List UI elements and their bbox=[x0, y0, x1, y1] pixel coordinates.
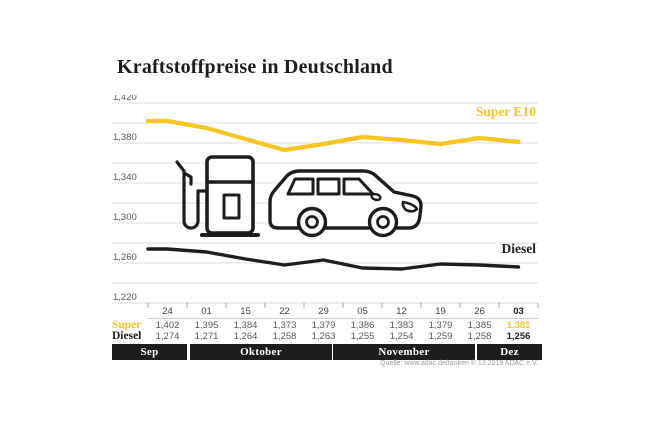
car-rear-hub bbox=[305, 215, 319, 229]
date-cell: 22 bbox=[279, 306, 290, 317]
price-cell: 1,385 bbox=[467, 320, 492, 331]
month-bars: Sep Oktober November Dez bbox=[112, 344, 542, 360]
price-cell: 1,384 bbox=[233, 320, 258, 331]
date-cell: 03 bbox=[513, 306, 524, 317]
price-cell: 1,379 bbox=[428, 320, 453, 331]
price-cell: 1,264 bbox=[233, 331, 258, 342]
series-layer bbox=[145, 118, 521, 271]
y-axis-label: 1,340 bbox=[113, 172, 137, 183]
y-axis-label: 1,300 bbox=[113, 212, 137, 223]
month-bar-oktober: Oktober bbox=[190, 344, 332, 360]
pump-display bbox=[222, 193, 241, 220]
diesel-row-label: Diesel bbox=[112, 330, 142, 342]
price-cell: 1,258 bbox=[272, 331, 297, 342]
price-cell: 1,381 bbox=[506, 320, 531, 331]
diesel-row: Diesel 1,274 1,271 1,264 1,258 1,263 1,255 1,25… bbox=[112, 330, 538, 342]
price-cell: 1,379 bbox=[311, 320, 336, 331]
table-divider bbox=[148, 318, 538, 319]
price-cell: 1,259 bbox=[428, 331, 453, 342]
car-headlight bbox=[401, 200, 419, 213]
price-cell: 1,383 bbox=[389, 320, 414, 331]
price-cell: 1,386 bbox=[350, 320, 375, 331]
price-cell: 1,395 bbox=[194, 320, 219, 331]
price-chart: 1,420 1,380 1,340 1,300 1,260 1,220 bbox=[112, 95, 539, 308]
super-e10-line-label: Super E10 bbox=[475, 104, 536, 119]
super-row-label: Super bbox=[112, 319, 142, 331]
price-cell: 1,254 bbox=[389, 331, 414, 342]
date-cell: 29 bbox=[318, 306, 329, 317]
super-e10-line bbox=[145, 118, 521, 153]
illustration bbox=[175, 155, 423, 238]
car-rear-window bbox=[286, 177, 315, 196]
date-cell: 12 bbox=[396, 306, 407, 317]
date-cell: 01 bbox=[201, 306, 212, 317]
car-icon bbox=[268, 169, 423, 238]
price-cell: 1,274 bbox=[155, 331, 180, 342]
month-bar-sep: Sep bbox=[112, 344, 187, 360]
month-bar-november: November bbox=[333, 344, 475, 360]
date-cell: 26 bbox=[474, 306, 485, 317]
pump-hose bbox=[182, 183, 209, 230]
y-axis-label: 1,380 bbox=[113, 132, 137, 143]
super-row: Super 1,402 1,395 1,384 1,373 1,379 1,386 1,383… bbox=[112, 319, 538, 331]
chart-title: Kraftstoffpreise in Deutschland bbox=[117, 56, 393, 78]
price-table: 24 01 15 22 29 05 12 19 26 03 Super 1,402 1,395 1,38… bbox=[112, 306, 542, 360]
diesel-line bbox=[146, 247, 521, 271]
fuel-pump-icon bbox=[175, 155, 260, 237]
price-cell: 1,258 bbox=[467, 331, 492, 342]
dates-row: 24 01 15 22 29 05 12 19 26 03 bbox=[112, 306, 538, 317]
source-note: Quelle: www.adac.de/tanken © 12.2019 ADA… bbox=[380, 360, 538, 367]
date-cell: 05 bbox=[357, 306, 368, 317]
diesel-line-label: Diesel bbox=[501, 241, 537, 256]
price-cell: 1,271 bbox=[194, 331, 219, 342]
price-cell: 1,256 bbox=[506, 331, 531, 342]
car-front-hub bbox=[376, 215, 390, 229]
car-mirror bbox=[370, 192, 382, 202]
date-cell: 19 bbox=[435, 306, 446, 317]
y-axis-label: 1,420 bbox=[113, 95, 137, 103]
pump-nozzle bbox=[175, 160, 193, 187]
price-cell: 1,373 bbox=[272, 320, 297, 331]
date-cell: 15 bbox=[240, 306, 251, 317]
y-axis-label: 1,220 bbox=[113, 292, 137, 303]
price-cell: 1,255 bbox=[350, 331, 375, 342]
car-mid-window bbox=[316, 177, 341, 196]
date-cell: 24 bbox=[162, 306, 173, 317]
month-bar-dez: Dez bbox=[477, 344, 542, 360]
price-cell: 1,402 bbox=[155, 320, 180, 331]
y-axis-label: 1,260 bbox=[113, 252, 137, 263]
price-cell: 1,263 bbox=[311, 331, 336, 342]
dates-row-spacer bbox=[112, 306, 148, 317]
